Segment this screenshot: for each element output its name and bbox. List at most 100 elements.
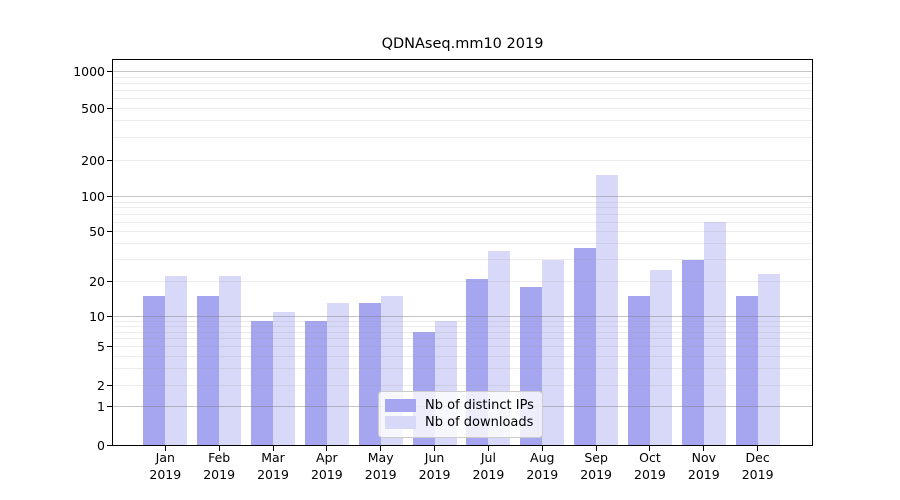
gridline-minor-4 xyxy=(113,355,812,357)
y-tick-label-1000: 1000 xyxy=(73,64,105,80)
x-tick-apr xyxy=(326,446,328,451)
y-tick-label-100: 100 xyxy=(81,189,105,205)
x-tick-label-year: 2019 xyxy=(687,466,720,482)
x-tick-label-feb: Feb 2019 xyxy=(191,450,247,483)
gridline-minor-50 xyxy=(113,231,812,233)
x-tick-label-jun: Jun 2019 xyxy=(407,450,463,483)
legend-label-distinct-ips: Nb of distinct IPs xyxy=(425,398,534,413)
y-tick-50 xyxy=(107,231,113,233)
x-tick-dec xyxy=(757,446,759,451)
x-tick-label-may: May 2019 xyxy=(353,450,409,483)
x-tick-label-month: Jan xyxy=(155,450,175,465)
x-tick-label-month: Dec xyxy=(745,450,770,465)
bar-downloads-jan xyxy=(165,276,188,445)
x-tick-label-dec: Dec 2019 xyxy=(730,450,786,483)
x-tick-label-apr: Apr 2019 xyxy=(299,450,355,483)
x-tick-label-year: 2019 xyxy=(203,466,236,482)
chart-title: QDNAseq.mm10 2019 xyxy=(381,36,544,52)
y-tick-label-500: 500 xyxy=(81,100,105,116)
legend-item-distinct-ips: Nb of distinct IPs xyxy=(385,397,534,414)
x-tick-label-year: 2019 xyxy=(580,466,612,482)
gridline-major-100 xyxy=(113,196,812,198)
x-tick-label-nov: Nov 2019 xyxy=(676,450,732,483)
y-tick-label-10: 10 xyxy=(89,309,105,325)
x-tick-label-aug: Aug 2019 xyxy=(514,450,570,483)
gridline-minor-300 xyxy=(113,136,812,138)
x-tick-sep xyxy=(595,446,597,451)
x-tick-label-year: 2019 xyxy=(310,466,343,482)
gridline-minor-5 xyxy=(113,346,812,348)
gridline-minor-20 xyxy=(113,281,812,283)
y-tick-label-1: 1 xyxy=(97,399,105,415)
x-tick-label-month: Jun xyxy=(424,450,445,465)
y-tick-0 xyxy=(107,444,113,446)
y-tick-1000 xyxy=(107,71,113,73)
x-tick-label-sep: Sep 2019 xyxy=(568,450,624,483)
gridline-minor-70 xyxy=(113,214,812,216)
x-tick-label-jul: Jul 2019 xyxy=(460,450,516,483)
y-tick-100 xyxy=(107,196,113,198)
x-tick-nov xyxy=(703,446,705,451)
bar-distinct-ips-feb xyxy=(197,296,220,445)
bar-distinct-ips-may xyxy=(358,303,381,445)
y-tick-label-0: 0 xyxy=(97,437,105,453)
gridline-minor-7 xyxy=(113,331,812,333)
bar-downloads-oct xyxy=(649,269,672,445)
x-tick-label-year: 2019 xyxy=(472,466,505,482)
bar-distinct-ips-nov xyxy=(681,259,704,445)
bar-downloads-nov xyxy=(703,222,726,445)
x-tick-feb xyxy=(218,446,220,451)
x-tick-label-month: Oct xyxy=(639,450,661,465)
x-tick-aug xyxy=(541,446,543,451)
gridline-minor-2 xyxy=(113,384,812,386)
bar-distinct-ips-jan xyxy=(143,296,166,445)
bar-downloads-sep xyxy=(596,175,619,445)
bar-downloads-dec xyxy=(757,274,780,445)
x-tick-jan xyxy=(164,446,166,451)
gridline-minor-400 xyxy=(113,120,812,122)
gridline-minor-3 xyxy=(113,367,812,369)
y-tick-200 xyxy=(107,159,113,161)
gridline-minor-60 xyxy=(113,221,812,223)
x-tick-label-month: Aug xyxy=(530,450,555,465)
x-tick-may xyxy=(380,446,382,451)
y-tick-10 xyxy=(107,316,113,318)
gridline-minor-30 xyxy=(113,259,812,261)
x-tick-label-month: Apr xyxy=(316,450,338,465)
x-tick-label-year: 2019 xyxy=(741,466,774,482)
legend-swatch-distinct-ips xyxy=(385,399,416,412)
x-tick-label-year: 2019 xyxy=(634,466,666,482)
y-tick-label-5: 5 xyxy=(97,339,105,355)
x-tick-label-month: Jul xyxy=(480,450,496,465)
x-tick-mar xyxy=(272,446,274,451)
gridline-minor-9 xyxy=(113,320,812,322)
y-tick-1 xyxy=(107,406,113,408)
gridline-minor-200 xyxy=(113,159,812,161)
gridline-minor-700 xyxy=(113,90,812,92)
bar-distinct-ips-mar xyxy=(251,321,273,445)
y-tick-5 xyxy=(107,346,113,348)
y-tick-label-2: 2 xyxy=(97,377,105,393)
x-tick-label-year: 2019 xyxy=(418,466,451,482)
y-tick-500 xyxy=(107,107,113,109)
gridline-minor-6 xyxy=(113,338,812,340)
gridline-minor-500 xyxy=(113,107,812,109)
bar-downloads-mar xyxy=(273,311,295,445)
gridline-minor-8 xyxy=(113,325,812,327)
x-tick-label-oct: Oct 2019 xyxy=(622,450,678,483)
x-tick-label-year: 2019 xyxy=(526,466,559,482)
bar-distinct-ips-apr xyxy=(304,321,327,445)
x-tick-label-year: 2019 xyxy=(257,466,289,482)
y-tick-2 xyxy=(107,384,113,386)
bar-distinct-ips-oct xyxy=(627,296,650,445)
y-tick-20 xyxy=(107,281,113,283)
gridline-major-1000 xyxy=(113,71,812,73)
legend: Nb of distinct IPs Nb of downloads xyxy=(378,391,543,438)
gridline-minor-600 xyxy=(113,98,812,100)
legend-label-downloads: Nb of downloads xyxy=(425,415,534,430)
gridline-minor-90 xyxy=(113,201,812,203)
bar-downloads-feb xyxy=(219,276,242,445)
bar-downloads-aug xyxy=(542,259,565,445)
x-tick-label-mar: Mar 2019 xyxy=(245,450,301,483)
